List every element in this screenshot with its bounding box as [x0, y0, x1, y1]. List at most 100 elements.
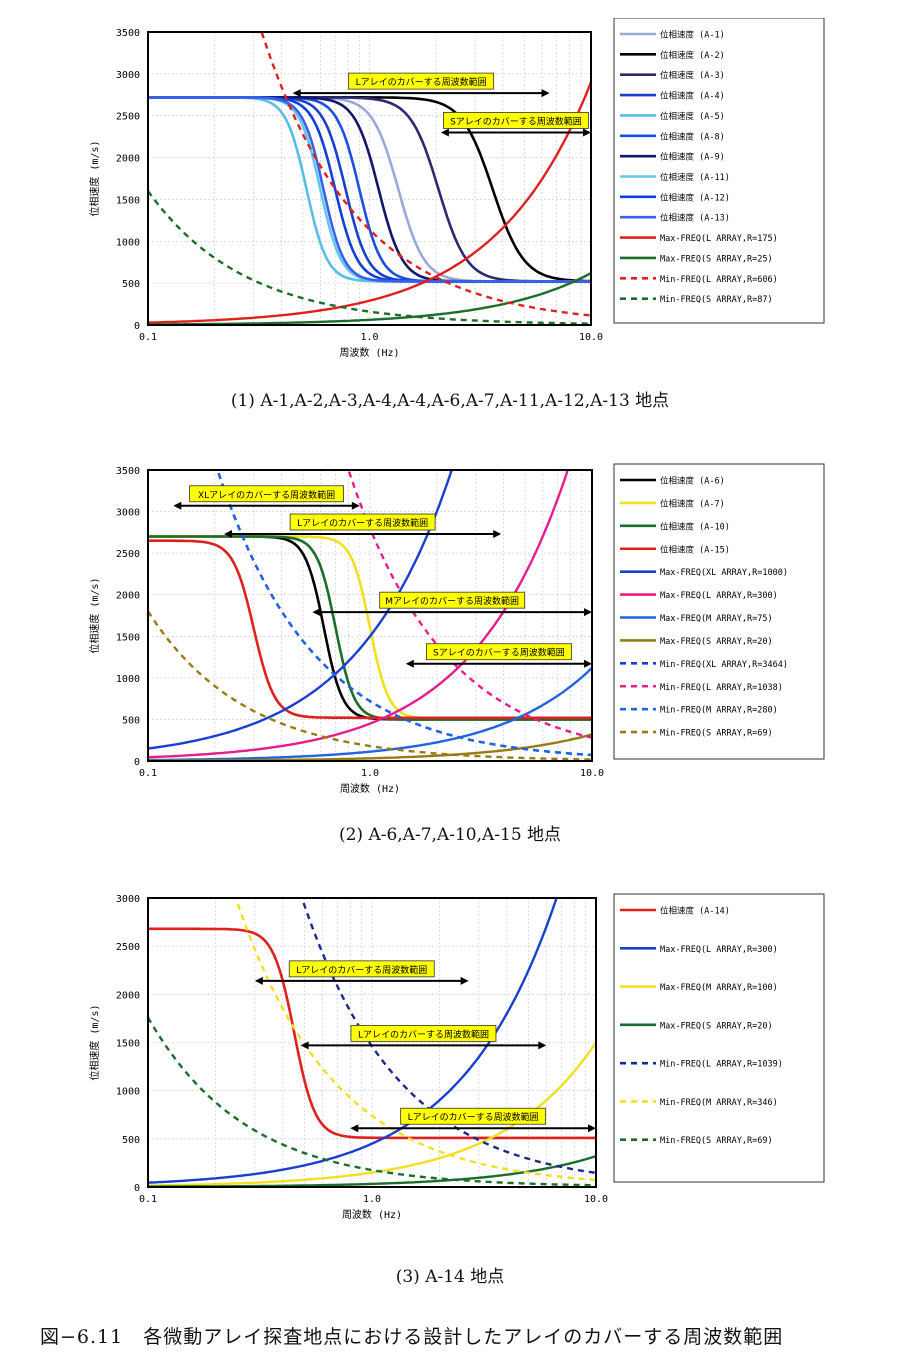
legend-label: Max-FREQ(S ARRAY,R=25) [660, 254, 773, 264]
legend-box [613, 18, 825, 324]
y-tick-label: 2500 [116, 112, 140, 123]
annotation-box [426, 643, 572, 661]
y-tick-label: 2500 [116, 549, 140, 560]
y-tick-label: 0 [134, 321, 140, 332]
legend-label: Min-FREQ(S ARRAY,R=87) [660, 295, 773, 305]
y-tick-label: 3500 [116, 28, 140, 39]
x-tick-label: 10.0 [584, 1194, 608, 1205]
annotation-box [379, 591, 526, 609]
arrow-head [538, 1041, 547, 1050]
legend-label: Min-FREQ(S ARRAY,R=69) [660, 729, 773, 739]
annotation-box [348, 72, 495, 90]
figure-title: 図−6.11 各微動アレイ探査地点における設計したアレイのカバーする周波数範囲 [40, 1326, 784, 1348]
arrow-head [405, 659, 414, 668]
x-tick-label: 1.0 [360, 332, 378, 343]
y-tick-label: 1500 [116, 632, 140, 643]
y-tick-label: 1500 [116, 1039, 140, 1050]
legend-label: Max-FREQ(L ARRAY,R=300) [660, 591, 778, 601]
chart-2: 0 500 1000 1500 2000 2500 3000 3500 0.1 1.0 10.0 周波… [88, 463, 825, 795]
y-tick-label: 3000 [116, 70, 140, 81]
annotation-box [289, 513, 436, 531]
x-tick-label: 1.0 [361, 768, 379, 779]
y-tick-label: 2000 [116, 591, 140, 602]
legend-label: 位相速度 (A-8) [660, 131, 725, 142]
caption-2: (2) A-6,A-7,A-10,A-15 地点 [338, 825, 562, 845]
legend-box [613, 893, 825, 1183]
legend-label: Max-FREQ(XL ARRAY,R=1000) [660, 568, 788, 578]
legend-label: Min-FREQ(XL ARRAY,R=3464) [660, 660, 788, 670]
legend-label: Min-FREQ(S ARRAY,R=69) [660, 1136, 773, 1146]
legend-label: 位相速度 (A-5) [660, 111, 725, 122]
y-tick-label: 2500 [116, 942, 140, 953]
arrow-head [173, 501, 182, 510]
y-axis-label: 位相速度 (m/s) [88, 140, 101, 216]
y-tick-label: 2000 [116, 990, 140, 1001]
legend-label: 位相速度 (A-7) [660, 498, 725, 509]
annotation-label: Sアレイのカバーする周波数範囲 [450, 115, 582, 127]
legend-label: 位相速度 (A-9) [660, 152, 725, 163]
x-tick-label: 1.0 [363, 1194, 381, 1205]
series-line [148, 667, 592, 761]
plot-frame [147, 31, 592, 326]
x-tick-label: 10.0 [579, 332, 603, 343]
arrow-head [351, 501, 360, 510]
series-line [234, 898, 596, 1182]
plot-frame [147, 897, 597, 1188]
chart-3: 0 500 1000 1500 2000 2500 3000 0.1 1.0 10.0 周波数 (H… [88, 893, 825, 1221]
legend-label: 位相速度 (A-4) [660, 91, 725, 102]
series-line [148, 81, 591, 324]
y-tick-label: 1000 [116, 674, 140, 685]
annotation-box [443, 112, 589, 129]
legend-label: 位相速度 (A-14) [660, 906, 730, 917]
series-line [148, 470, 569, 759]
y-tick-label: 500 [122, 279, 140, 290]
series-line [148, 927, 596, 1140]
chart-1: 0 500 1000 1500 2000 2500 3000 3500 0.1 1.0 10.0 周波… [88, 18, 825, 359]
series-line [300, 898, 596, 1175]
arrow-head [584, 608, 592, 617]
arrow-head [292, 89, 301, 98]
legend-label: Max-FREQ(L ARRAY,R=300) [660, 945, 778, 955]
legend-label: Min-FREQ(L ARRAY,R=1039) [660, 1060, 783, 1070]
arrow-head [584, 659, 592, 668]
y-tick-label: 3500 [116, 466, 140, 477]
y-tick-label: 2000 [116, 154, 140, 165]
series-line [148, 96, 591, 283]
arrow-head [300, 1041, 309, 1050]
legend-label: Max-FREQ(M ARRAY,R=100) [660, 983, 778, 993]
arrow-head [583, 128, 591, 137]
annotation-box [350, 1024, 497, 1042]
annotation-label: XLアレイのカバーする周波数範囲 [198, 489, 335, 501]
x-tick-label: 10.0 [580, 768, 604, 779]
legend-label: Max-FREQ(M ARRAY,R=75) [660, 614, 773, 624]
legend-label: 位相速度 (A-2) [660, 50, 725, 61]
x-axis-label: 周波数 (Hz) [339, 346, 399, 359]
arrow-head [541, 89, 550, 98]
annotation-label: Mアレイのカバーする周波数範囲 [385, 595, 519, 607]
legend-label: Max-FREQ(L ARRAY,R=175) [660, 234, 778, 244]
series-line [216, 470, 592, 757]
series-line [148, 610, 592, 761]
legend-box [613, 463, 825, 760]
legend-label: 位相速度 (A-1) [660, 30, 725, 41]
legend-label: 位相速度 (A-13) [660, 213, 730, 224]
legend-label: 位相速度 (A-10) [660, 521, 730, 532]
arrow-head [460, 976, 469, 985]
annotation-label: Lアレイのカバーする周波数範囲 [296, 964, 427, 976]
arrow-head [312, 608, 321, 617]
y-tick-label: 1000 [116, 1087, 140, 1098]
arrow-head [224, 530, 233, 539]
series-line [148, 535, 592, 721]
x-axis-label: 周波数 (Hz) [342, 1208, 402, 1221]
legend-label: Min-FREQ(M ARRAY,R=346) [660, 1098, 778, 1108]
y-tick-label: 3000 [116, 508, 140, 519]
annotation-box [189, 485, 344, 503]
series-line [148, 898, 558, 1184]
legend-label: Max-FREQ(S ARRAY,R=20) [660, 1021, 773, 1031]
annotation-label: Lアレイのカバーする周波数範囲 [297, 517, 428, 529]
y-tick-label: 500 [122, 1135, 140, 1146]
series-line [148, 272, 591, 325]
series-group [148, 32, 591, 325]
annotation-label: Lアレイのカバーする周波数範囲 [408, 1111, 539, 1123]
x-tick-label: 0.1 [139, 768, 157, 779]
